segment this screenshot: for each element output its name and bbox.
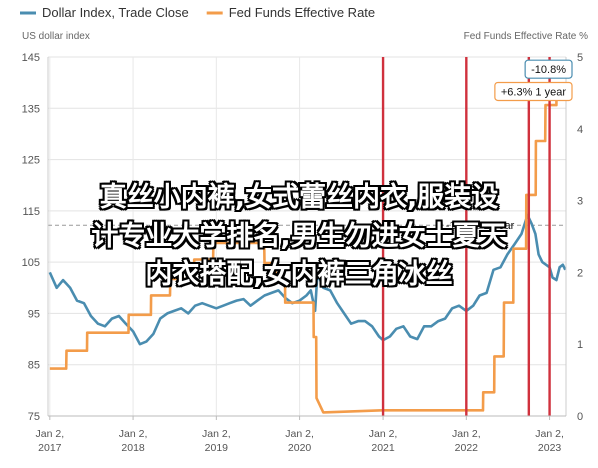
left-axis-title: US dollar index: [22, 31, 90, 42]
series-group: [48, 85, 567, 414]
left-tick-label: 125: [22, 155, 40, 167]
x-tick-label: Jan 2,: [369, 428, 398, 440]
right-tick-label: 0: [577, 411, 583, 423]
x-tick-label-year: 2021: [371, 442, 395, 454]
left-tick-label: 105: [22, 257, 40, 269]
overlay-line-3: 内衣搭配,女内裤三角冰丝: [145, 259, 453, 290]
x-tick-label-year: 2018: [121, 442, 145, 454]
series-line-fed: [49, 85, 566, 414]
axes: 145 135 125 115 105 95 85 75 5 4 3 2 1 0 Jan 2, 2017 Jan…: [22, 31, 588, 454]
left-tick-label: 75: [28, 411, 40, 423]
badge-label: +6.3% 1 year: [501, 86, 566, 98]
legend-label: Fed Funds Effective Rate: [229, 5, 375, 20]
x-tick-label-year: 2020: [288, 442, 312, 454]
left-tick-label: 145: [22, 52, 40, 64]
vertical-markers: [381, 57, 551, 416]
reference-line-group: -12.5% 2 year: [48, 220, 566, 232]
x-tick-label-year: 2023: [538, 442, 562, 454]
overlay-line-1: 真丝小内裤,女式蕾丝内衣,服装设: [99, 182, 499, 213]
left-tick-label: 115: [22, 206, 40, 218]
right-tick-label: 3: [577, 196, 583, 208]
x-tick-label: Jan 2,: [36, 428, 65, 440]
series-line-dollar: [48, 213, 567, 346]
x-tick-label: Jan 2,: [535, 428, 564, 440]
x-tick-label: Jan 2,: [202, 428, 231, 440]
x-tick-label: Jan 2,: [285, 428, 314, 440]
right-axis-title: Fed Funds Effective Rate %: [464, 31, 588, 42]
badge-box: [494, 81, 573, 102]
badge-box: [524, 59, 573, 79]
left-tick-label: 85: [28, 360, 40, 372]
overlay-line-2: 计专业大学排名,男生勿进女士夏天: [91, 221, 507, 252]
legend[interactable]: Dollar Index, Trade Close Fed Funds Effec…: [20, 5, 375, 20]
badge-label: -10.8%: [531, 64, 566, 76]
right-tick-label: 4: [577, 124, 583, 136]
x-tick-label-year: 2019: [205, 442, 229, 454]
right-tick-label: 2: [577, 267, 583, 279]
legend-label: Dollar Index, Trade Close: [42, 5, 189, 20]
right-tick-label: 1: [577, 339, 583, 351]
badges: -10.8% +6.3% 1 year: [494, 59, 573, 102]
x-tick-label: Jan 2,: [119, 428, 148, 440]
left-tick-label: 95: [28, 308, 40, 320]
left-tick-label: 135: [22, 103, 40, 115]
reference-line-label: -12.5% 2 year: [446, 220, 515, 232]
right-tick-label: 5: [577, 52, 583, 64]
x-tick-label: Jan 2,: [452, 428, 481, 440]
x-tick-label-year: 2022: [455, 442, 479, 454]
x-tick-label-year: 2017: [38, 442, 62, 454]
